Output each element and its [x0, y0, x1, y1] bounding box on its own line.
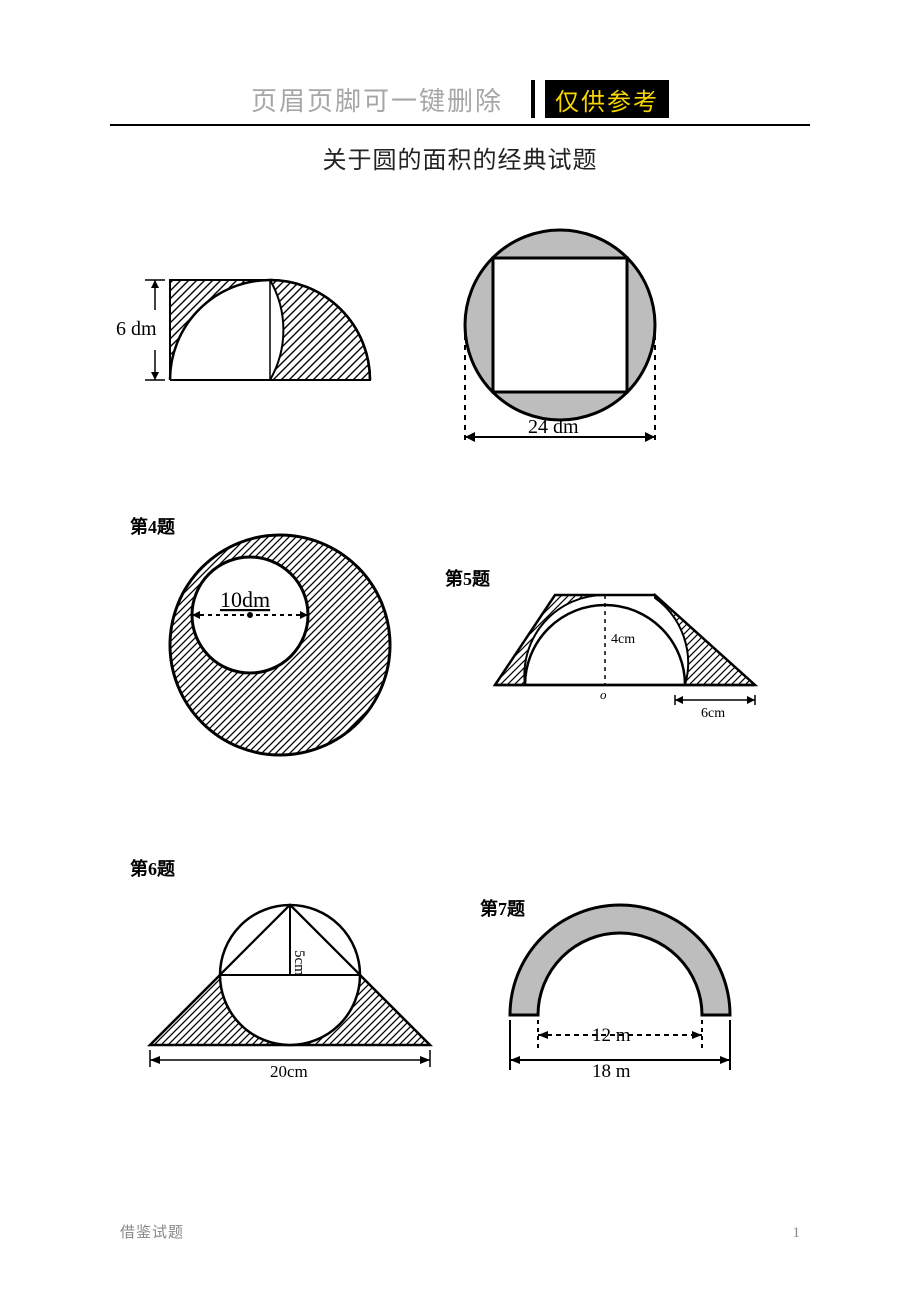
fig6-radius-label: 5cm — [291, 950, 307, 976]
footer-page-number: 1 — [793, 1225, 801, 1242]
fig7-outer-label: 18 m — [592, 1061, 631, 1082]
fig7-inner-label: 12 m — [592, 1025, 631, 1046]
header: 页眉页脚可一键删除 仅供参考 — [110, 80, 810, 118]
fig5-height-label: 4cm — [611, 632, 635, 647]
fig4-diameter-label: 10dm — [220, 587, 270, 612]
reference-badge: 仅供参考 — [531, 80, 669, 118]
figure-7: 12 m 18 m — [480, 875, 760, 1110]
footer-left: 借鉴试题 — [120, 1221, 184, 1242]
figures-area: 6 dm 24 dm 第4题 — [110, 215, 810, 1115]
badge-divider — [531, 80, 535, 118]
header-rule — [110, 124, 810, 126]
fig5-center-label: o — [600, 687, 607, 702]
badge-text: 仅供参考 — [545, 80, 669, 118]
figure-6: 5cm 20cm — [120, 855, 460, 1090]
fig6-base-label: 20cm — [270, 1062, 308, 1081]
page-title: 关于圆的面积的经典试题 — [110, 140, 810, 175]
fig1-height-label: 6 dm — [116, 318, 157, 340]
fig5-base-label: 6cm — [701, 706, 725, 721]
fig2-diameter-label: 24 dm — [528, 416, 579, 438]
figure-2: 24 dm — [440, 215, 690, 470]
figure-1: 6 dm — [110, 255, 400, 420]
page: 页眉页脚可一键删除 仅供参考 关于圆的面积的经典试题 — [0, 0, 920, 1302]
figure-5: 4cm o 6cm — [445, 565, 775, 740]
header-note: 页眉页脚可一键删除 — [251, 81, 503, 118]
figure-4: 10dm — [150, 515, 410, 780]
